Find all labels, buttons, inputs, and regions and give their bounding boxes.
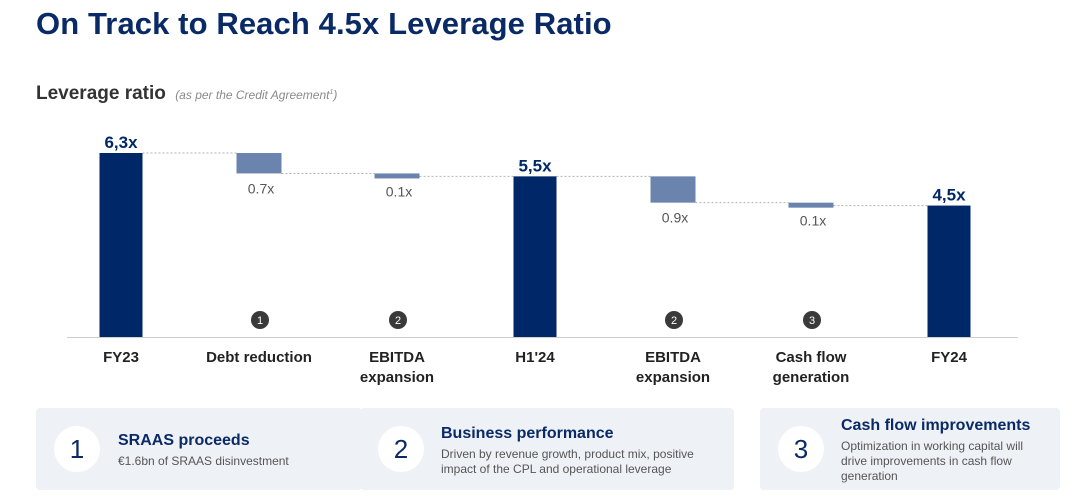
category-label-line: generation bbox=[773, 369, 850, 386]
step-badge-number: 3 bbox=[809, 315, 815, 327]
bar-delta bbox=[650, 176, 696, 203]
card-cash-flow-improvements: 3 Cash flow improvements Optimization in… bbox=[760, 408, 1060, 490]
bar-total bbox=[99, 153, 143, 337]
card-text-line: Driven by revenue growth, product mix, p… bbox=[441, 447, 694, 461]
category-label-line: Debt reduction bbox=[206, 349, 312, 366]
waterfall-chart: 6,3x 0.7x 1 0.1x 2 5,5x 0.9x 2 0.1x 3 4,5x FY23 Debt… bbox=[67, 133, 1018, 386]
bar-delta bbox=[374, 173, 420, 179]
card-title: SRAAS proceeds bbox=[118, 432, 250, 449]
card-text-line: €1.6bn of SRAAS disinvestment bbox=[118, 454, 289, 468]
card-title: Cash flow improvements bbox=[841, 417, 1031, 434]
bar-delta bbox=[236, 153, 282, 174]
chart-title-text: Leverage ratio bbox=[36, 83, 166, 104]
footnote-marker: 1 bbox=[329, 89, 334, 96]
category-label: FY24 bbox=[931, 349, 968, 366]
card-number-circle: 2 bbox=[378, 426, 424, 472]
card-business-performance: 2 Business performance Driven by revenue… bbox=[360, 408, 734, 490]
category-label: Cash flow generation bbox=[773, 349, 850, 386]
bar-delta bbox=[788, 202, 834, 208]
step-badge-circle bbox=[665, 311, 683, 329]
data-label-delta: 0.7x bbox=[248, 180, 274, 196]
highlight-cards: 1 SRAAS proceeds €1.6bn of SRAAS disinve… bbox=[36, 408, 1060, 492]
chart-subtitle: (as per the Credit Agreement1) bbox=[175, 88, 337, 102]
data-label-total: 6,3x bbox=[104, 133, 138, 152]
category-label: FY23 bbox=[103, 349, 139, 366]
step-badge-circle bbox=[251, 311, 269, 329]
category-label-line: expansion bbox=[636, 369, 710, 386]
chart-subtitle-close: ) bbox=[333, 88, 338, 102]
card-text: Optimization in working capital will dri… bbox=[841, 439, 1023, 484]
bar-total bbox=[513, 176, 557, 337]
category-label: Debt reduction bbox=[206, 349, 312, 366]
category-label-line: Cash flow bbox=[776, 349, 847, 366]
data-label-total: 5,5x bbox=[518, 156, 552, 175]
category-label-line: FY24 bbox=[931, 349, 968, 366]
data-label-delta: 0.1x bbox=[386, 183, 412, 199]
card-text-line: generation bbox=[841, 469, 898, 483]
step-badge-number: 2 bbox=[395, 315, 401, 327]
card-text-line: Optimization in working capital will bbox=[841, 439, 1024, 453]
category-label-line: H1'24 bbox=[515, 349, 555, 366]
chart-title: Leverage ratio (as per the Credit Agreem… bbox=[36, 83, 337, 105]
step-badge-circle bbox=[803, 311, 821, 329]
data-label-delta: 0.1x bbox=[800, 213, 826, 229]
category-label-line: FY23 bbox=[103, 349, 139, 366]
category-label-line: expansion bbox=[360, 369, 434, 386]
card-text: Driven by revenue growth, product mix, p… bbox=[441, 447, 694, 477]
card-sraas-proceeds: 1 SRAAS proceeds €1.6bn of SRAAS disinve… bbox=[36, 408, 362, 490]
chart-subtitle-text: (as per the Credit Agreement bbox=[175, 88, 330, 102]
category-label: H1'24 bbox=[515, 349, 555, 366]
card-number-circle: 3 bbox=[778, 426, 824, 472]
card-number-circle: 1 bbox=[54, 426, 100, 472]
card-text-line: drive improvements in cash flow bbox=[841, 454, 1012, 468]
data-label-total: 4,5x bbox=[932, 186, 966, 205]
step-badge-number: 1 bbox=[257, 315, 263, 327]
category-label: EBITDA expansion bbox=[636, 349, 710, 386]
page-title: On Track to Reach 4.5x Leverage Ratio bbox=[36, 6, 612, 41]
bar-total bbox=[927, 205, 971, 337]
category-label: EBITDA expansion bbox=[360, 349, 434, 386]
step-badge-number: 2 bbox=[671, 315, 677, 327]
data-label-delta: 0.9x bbox=[662, 210, 688, 226]
step-badge-circle bbox=[389, 311, 407, 329]
card-title: Business performance bbox=[441, 425, 614, 442]
card-text: €1.6bn of SRAAS disinvestment bbox=[118, 454, 289, 469]
category-label-line: EBITDA bbox=[645, 349, 701, 366]
card-text-line: impact of the CPL and operational levera… bbox=[441, 462, 672, 476]
category-label-line: EBITDA bbox=[369, 349, 425, 366]
